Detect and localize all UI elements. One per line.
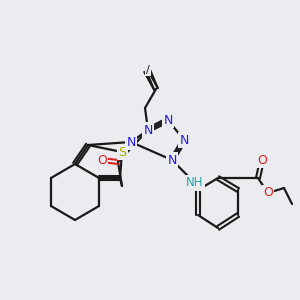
Text: S: S: [118, 146, 126, 158]
Text: N: N: [179, 134, 189, 146]
Text: N: N: [163, 113, 173, 127]
Text: /: /: [146, 65, 150, 75]
Text: N: N: [143, 124, 153, 136]
Text: N: N: [167, 154, 177, 166]
Text: NH: NH: [186, 176, 204, 190]
Text: O: O: [263, 187, 273, 200]
Text: O: O: [257, 154, 267, 166]
Text: N: N: [126, 136, 136, 148]
Text: O: O: [97, 154, 107, 166]
